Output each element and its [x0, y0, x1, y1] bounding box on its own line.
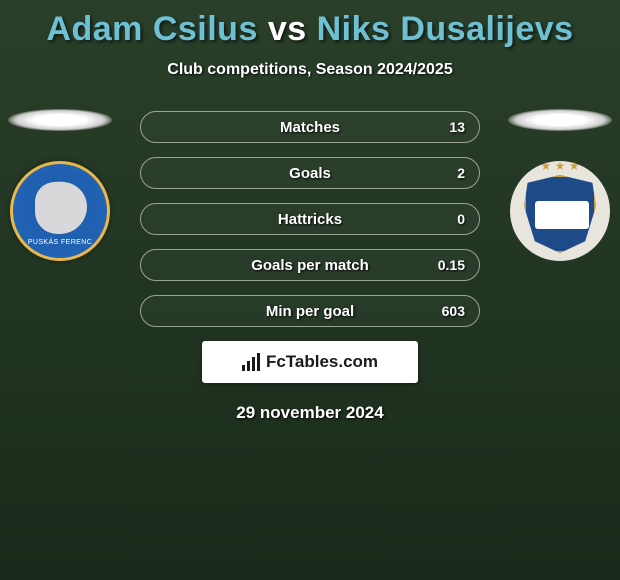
- player2-name: Niks Dusalijevs: [317, 10, 574, 48]
- stat-row: Min per goal603: [140, 295, 480, 327]
- stat-rows: Matches13 Goals2 Hattricks0 Goals per match…: [140, 109, 480, 327]
- comparison-date: 29 november 2024: [0, 403, 620, 423]
- left-club-column: PUSKÁS FERENC: [8, 109, 112, 261]
- stat-row: Matches13: [140, 111, 480, 143]
- watermark-badge: FcTables.com: [202, 341, 418, 383]
- right-club-logo: ★ ★ ★: [510, 161, 610, 261]
- stat-row: Hattricks0: [140, 203, 480, 235]
- stat-row: Goals per match0.15: [140, 249, 480, 281]
- left-club-ring-text: PUSKÁS FERENC: [13, 239, 107, 246]
- stat-label: Min per goal: [141, 303, 479, 320]
- player2-placeholder-oval: [508, 109, 612, 131]
- stat-label: Goals per match: [141, 257, 479, 274]
- stat-value-right: 13: [449, 119, 465, 135]
- stat-row: Goals2: [140, 157, 480, 189]
- vs-text: vs: [268, 10, 307, 48]
- comparison-title: Adam Csilus vs Niks Dusalijevs: [0, 0, 620, 49]
- subtitle: Club competitions, Season 2024/2025: [0, 61, 620, 79]
- logo-stars-icon: ★ ★ ★: [510, 159, 610, 173]
- comparison-body: PUSKÁS FERENC ★ ★ ★ Matches13 Goals2 Hattr…: [0, 109, 620, 423]
- stat-label: Hattricks: [141, 211, 479, 228]
- stat-value-right: 0.15: [438, 257, 465, 273]
- player1-placeholder-oval: [8, 109, 112, 131]
- player1-name: Adam Csilus: [46, 10, 257, 48]
- stat-label: Goals: [141, 165, 479, 182]
- watermark-text: FcTables.com: [266, 352, 378, 372]
- bars-icon: [242, 353, 260, 371]
- stat-value-right: 0: [457, 211, 465, 227]
- stat-label: Matches: [141, 119, 479, 136]
- stat-value-right: 603: [442, 303, 465, 319]
- right-club-column: ★ ★ ★: [508, 109, 612, 261]
- shield-icon: [524, 175, 596, 253]
- left-club-logo: PUSKÁS FERENC: [10, 161, 110, 261]
- stat-value-right: 2: [457, 165, 465, 181]
